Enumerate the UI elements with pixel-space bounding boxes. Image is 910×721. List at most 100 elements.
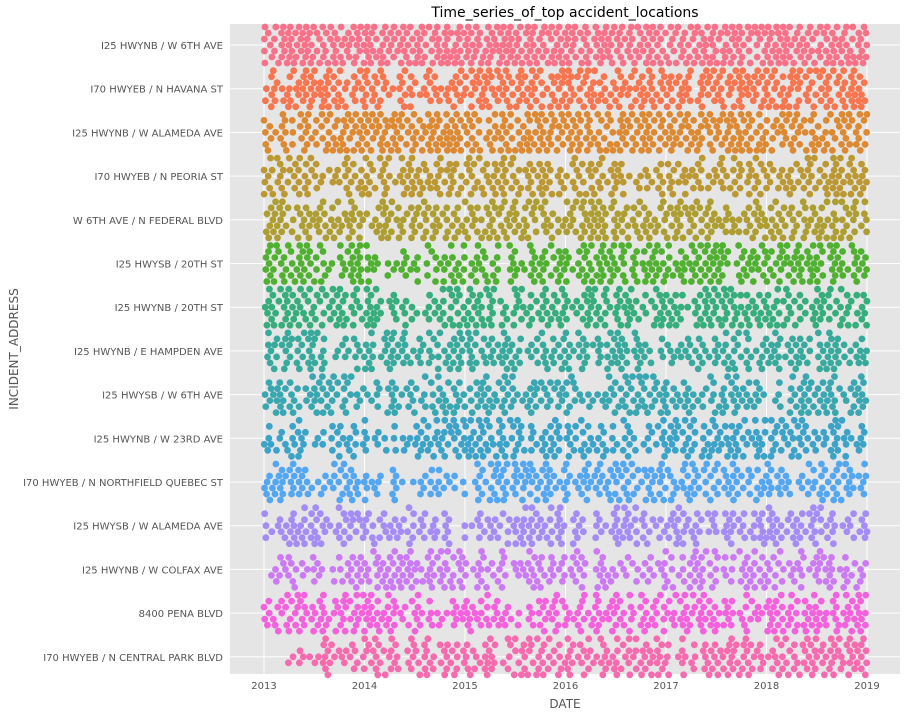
data-point — [751, 185, 758, 192]
data-point — [287, 97, 294, 104]
data-point — [474, 616, 481, 623]
data-point — [570, 216, 577, 223]
data-point — [819, 310, 826, 317]
data-point — [261, 604, 268, 611]
data-point — [437, 330, 444, 337]
data-point — [469, 366, 476, 373]
data-point — [705, 91, 712, 98]
data-point — [456, 272, 463, 279]
data-point — [520, 123, 527, 130]
data-point — [468, 67, 475, 74]
data-point — [834, 435, 841, 442]
data-point — [745, 123, 752, 130]
data-point — [537, 135, 544, 142]
data-point — [772, 198, 779, 205]
data-point — [805, 491, 812, 498]
data-point — [384, 342, 391, 349]
data-point — [429, 622, 436, 629]
data-point — [631, 435, 638, 442]
data-point — [592, 286, 599, 293]
data-point — [511, 560, 518, 567]
data-point — [312, 610, 319, 617]
data-point — [301, 42, 308, 49]
data-point — [611, 198, 618, 205]
data-point — [277, 135, 284, 142]
data-point — [278, 528, 285, 535]
data-point — [746, 191, 753, 198]
data-point — [836, 461, 843, 468]
data-point — [308, 403, 315, 410]
data-point — [710, 85, 717, 92]
data-point — [687, 67, 694, 74]
data-point — [314, 560, 321, 567]
data-point — [593, 628, 600, 635]
data-point — [694, 560, 701, 567]
data-point — [320, 429, 327, 436]
data-point — [774, 342, 781, 349]
data-point — [518, 522, 525, 529]
data-point — [382, 572, 389, 579]
data-point — [648, 298, 655, 305]
data-point — [288, 516, 295, 523]
data-point — [388, 336, 395, 343]
data-point — [297, 36, 304, 43]
data-point — [377, 97, 384, 104]
data-point — [462, 534, 469, 541]
data-point — [621, 504, 628, 511]
data-point — [661, 304, 668, 311]
data-point — [453, 391, 460, 398]
data-point — [401, 103, 408, 110]
data-point — [711, 167, 718, 174]
data-point — [340, 598, 347, 605]
data-point — [814, 266, 821, 273]
data-point — [333, 322, 340, 329]
data-point — [863, 228, 870, 235]
data-point — [311, 385, 318, 392]
data-point — [836, 73, 843, 80]
data-point — [278, 185, 285, 192]
data-point — [791, 135, 798, 142]
data-point — [300, 441, 307, 448]
data-point — [449, 79, 456, 86]
data-point — [830, 453, 837, 460]
data-point — [353, 429, 360, 436]
data-point — [367, 304, 374, 311]
data-point — [567, 210, 574, 217]
data-point — [510, 423, 517, 430]
data-point — [594, 467, 601, 474]
data-point — [637, 234, 644, 241]
data-point — [743, 592, 750, 599]
data-point — [614, 504, 621, 511]
data-point — [533, 73, 540, 80]
data-point — [616, 103, 623, 110]
data-point — [855, 592, 862, 599]
data-point — [756, 111, 763, 118]
data-point — [651, 322, 658, 329]
data-point — [533, 510, 540, 517]
data-point — [478, 423, 485, 430]
data-point — [541, 572, 548, 579]
data-point — [856, 179, 863, 186]
data-point — [727, 123, 734, 130]
data-point — [482, 254, 489, 261]
data-point — [743, 272, 750, 279]
data-point — [469, 222, 476, 229]
data-point — [458, 441, 465, 448]
data-point — [764, 91, 771, 98]
data-point — [710, 616, 717, 623]
data-point — [546, 467, 553, 474]
data-point — [351, 336, 358, 343]
data-point — [769, 534, 776, 541]
data-point — [366, 348, 373, 355]
data-point — [677, 129, 684, 136]
data-point — [724, 534, 731, 541]
data-point — [611, 216, 618, 223]
data-point — [576, 522, 583, 529]
data-point — [692, 429, 699, 436]
data-point — [714, 435, 721, 442]
data-point — [277, 485, 284, 492]
data-point — [802, 528, 809, 535]
data-point — [633, 179, 640, 186]
data-point — [802, 73, 809, 80]
data-point — [771, 628, 778, 635]
